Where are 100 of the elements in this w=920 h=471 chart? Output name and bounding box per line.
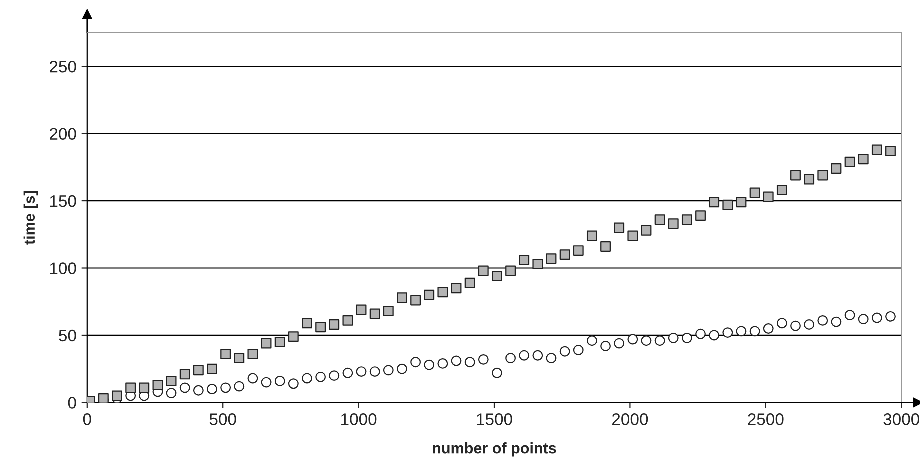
point — [356, 366, 367, 377]
point — [288, 378, 299, 390]
y-tick-label: 0 — [68, 397, 76, 409]
point — [207, 364, 218, 374]
point — [438, 287, 448, 298]
point — [302, 318, 312, 329]
point — [654, 336, 666, 346]
y-tick-label: 50 — [59, 330, 76, 342]
point — [397, 292, 408, 304]
point — [844, 156, 856, 168]
point — [464, 278, 476, 288]
point — [776, 185, 788, 196]
point — [478, 266, 489, 276]
point — [722, 328, 734, 338]
point — [316, 322, 326, 333]
point — [858, 154, 869, 165]
point — [261, 338, 272, 349]
x-tick-label: 3000 — [884, 414, 920, 426]
point — [614, 222, 625, 234]
point — [844, 310, 856, 321]
x-tick-label: 1500 — [477, 414, 512, 426]
x-axis-title: number of points — [433, 442, 556, 457]
point — [383, 365, 394, 376]
point — [709, 197, 720, 208]
y-axis-title: time [s] — [24, 192, 38, 245]
point — [464, 357, 476, 368]
point — [451, 283, 462, 294]
point — [709, 330, 720, 341]
point — [790, 320, 801, 332]
point — [234, 353, 245, 364]
point — [586, 230, 598, 242]
point — [682, 214, 692, 226]
point — [207, 384, 218, 394]
point — [614, 338, 625, 349]
point — [193, 365, 204, 376]
point — [193, 385, 204, 396]
point — [342, 315, 354, 326]
point — [519, 350, 530, 361]
point — [274, 336, 286, 348]
point — [410, 295, 422, 306]
point — [682, 332, 692, 344]
point — [532, 259, 544, 270]
point — [302, 373, 312, 384]
point — [152, 380, 164, 390]
point — [858, 314, 869, 325]
point — [628, 334, 638, 345]
point — [872, 144, 882, 156]
point — [248, 373, 258, 384]
point — [696, 210, 706, 222]
point — [750, 188, 760, 198]
point — [886, 311, 896, 322]
point — [668, 218, 679, 230]
point — [872, 312, 882, 324]
y-tick-label: 250 — [50, 60, 76, 73]
point — [763, 324, 774, 334]
point — [112, 390, 122, 402]
point — [424, 360, 435, 370]
point — [329, 320, 340, 330]
point — [763, 192, 774, 202]
x-tick-label: 0 — [83, 414, 92, 426]
point — [886, 146, 896, 156]
point — [790, 170, 801, 181]
point — [696, 328, 706, 340]
point — [628, 230, 638, 242]
point — [573, 246, 584, 256]
point — [600, 341, 611, 352]
point — [220, 349, 232, 360]
point — [410, 357, 422, 368]
point — [600, 242, 611, 252]
point — [492, 271, 502, 282]
point — [166, 376, 177, 386]
point — [573, 345, 584, 356]
point — [560, 346, 570, 357]
point — [329, 370, 340, 382]
point — [546, 254, 557, 264]
point — [668, 332, 679, 344]
point — [750, 326, 760, 337]
point — [492, 368, 502, 378]
point — [139, 382, 150, 394]
point — [831, 164, 842, 174]
point — [288, 332, 299, 342]
point — [736, 326, 747, 337]
y-tick-label: 150 — [50, 195, 76, 208]
point — [424, 290, 435, 300]
point — [180, 369, 190, 380]
point — [560, 250, 570, 260]
point — [519, 254, 530, 266]
x-tick-label: 2500 — [748, 414, 784, 426]
point — [383, 306, 394, 316]
point — [736, 197, 747, 208]
point — [370, 366, 380, 377]
point — [722, 200, 734, 210]
point — [831, 316, 842, 328]
point — [274, 376, 286, 386]
point — [586, 336, 598, 346]
point — [818, 170, 828, 181]
point — [654, 214, 666, 226]
point — [316, 372, 326, 382]
point — [451, 356, 462, 366]
point — [804, 320, 815, 330]
